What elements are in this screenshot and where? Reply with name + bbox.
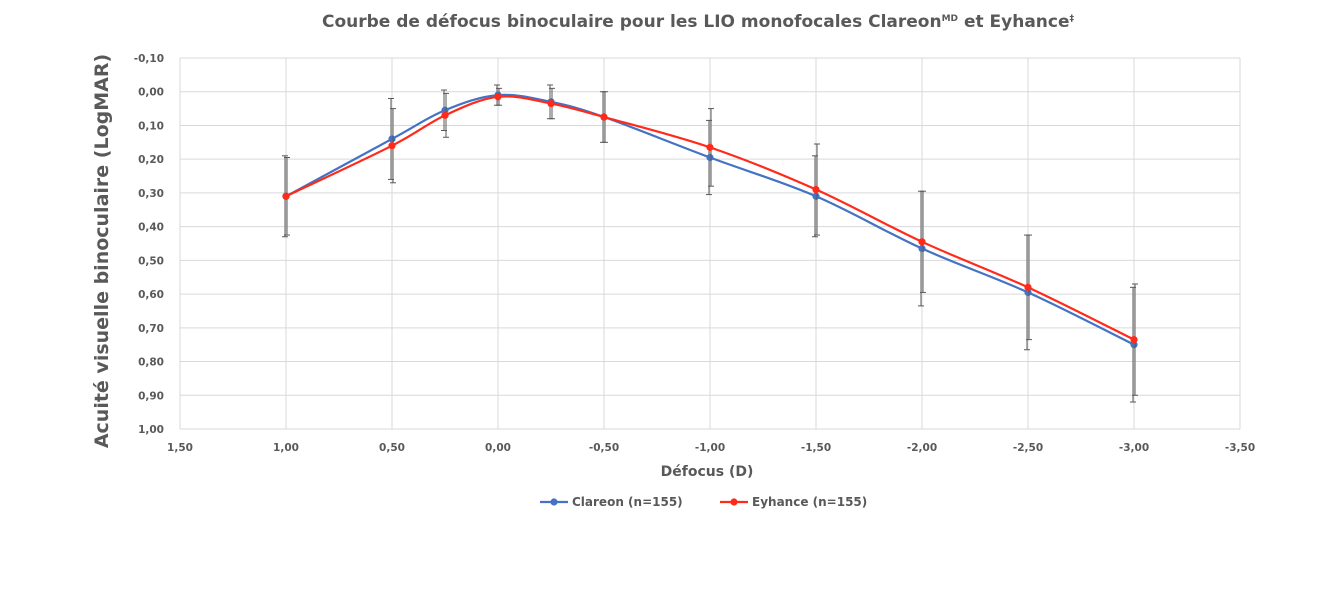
- data-point: [1024, 283, 1032, 291]
- legend-label: Eyhance (n=155): [752, 495, 867, 509]
- x-axis-label: Défocus (D): [661, 464, 754, 480]
- series-group: [282, 84, 1138, 403]
- y-tick-label: 0,20: [138, 154, 164, 166]
- y-tick-label: 0,60: [138, 289, 164, 301]
- series-2: [282, 87, 1138, 396]
- gridlines: [179, 57, 1241, 430]
- series-1: [282, 84, 1138, 403]
- data-point: [388, 142, 396, 150]
- x-tick-label: 1,00: [273, 442, 299, 454]
- legend: Clareon (n=155) Eyhance (n=155): [540, 495, 867, 509]
- x-tick-label: 1,50: [167, 442, 193, 454]
- y-axis-ticks: -0,10 0,00 0,10 0,20 0,30 0,40 0,50 0,60 0,70 0,8…: [134, 53, 164, 436]
- series-line: [285, 93, 1135, 346]
- data-point: [388, 135, 396, 143]
- y-tick-label: 0,40: [138, 222, 164, 234]
- data-point: [918, 238, 926, 246]
- y-tick-label: 1,00: [138, 424, 164, 436]
- title-superscript-2: ‡: [1070, 14, 1075, 24]
- data-point: [441, 106, 449, 114]
- y-tick-label: 0,30: [138, 188, 164, 200]
- x-tick-label: -2,00: [907, 442, 937, 454]
- data-point: [441, 111, 449, 119]
- y-tick-label: -0,10: [134, 53, 164, 65]
- data-point: [706, 143, 714, 151]
- error-bars: [282, 84, 1136, 403]
- data-point: [547, 99, 555, 108]
- y-tick-label: 0,50: [138, 255, 164, 267]
- data-point: [1130, 341, 1138, 349]
- legend-item: Eyhance (n=155): [720, 495, 867, 509]
- title-mid: et Eyhance: [958, 12, 1069, 32]
- y-tick-label: 0,90: [138, 390, 164, 402]
- legend-swatch-marker: [730, 498, 738, 506]
- chart-title: Courbe de défocus binoculaire pour les L…: [322, 12, 1075, 32]
- series-line: [285, 95, 1135, 341]
- x-tick-label: -0,50: [589, 442, 619, 454]
- x-axis-ticks: 1,50 1,00 0,50 0,00 -0,50 -1,00 -1,50 -2,00 -2,5…: [167, 442, 1255, 454]
- x-tick-label: -1,50: [801, 442, 831, 454]
- x-tick-label: -3,00: [1119, 442, 1149, 454]
- data-point: [812, 192, 820, 200]
- x-tick-label: -1,00: [695, 442, 725, 454]
- data-point: [812, 185, 820, 194]
- x-tick-label: 0,50: [379, 442, 405, 454]
- data-point: [494, 93, 502, 101]
- legend-swatch-marker: [550, 498, 558, 506]
- y-tick-label: 0,10: [138, 120, 164, 132]
- legend-label: Clareon (n=155): [572, 495, 683, 509]
- data-point: [918, 244, 926, 253]
- y-tick-label: 0,00: [138, 87, 164, 99]
- x-tick-label: -3,50: [1225, 442, 1255, 454]
- x-tick-label: 0,00: [485, 442, 511, 454]
- data-point: [706, 153, 714, 162]
- title-superscript-1: MD: [942, 14, 958, 24]
- legend-item: Clareon (n=155): [540, 495, 683, 509]
- y-axis-label: Acuité visuelle binoculaire (LogMAR): [91, 54, 113, 448]
- y-tick-label: 0,80: [138, 357, 164, 369]
- data-point: [1024, 288, 1032, 297]
- data-point: [282, 192, 290, 200]
- data-point: [1130, 336, 1138, 344]
- data-point: [600, 113, 608, 121]
- y-tick-label: 0,70: [138, 323, 164, 335]
- x-tick-label: -2,50: [1013, 442, 1043, 454]
